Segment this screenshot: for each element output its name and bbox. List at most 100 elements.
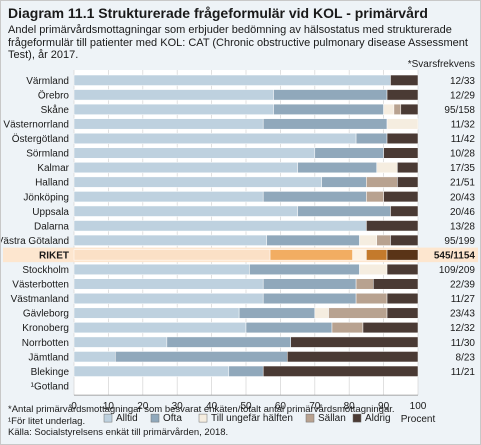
response-rate-value: 11/32 [451,120,476,131]
bar-segment [73,278,264,290]
bar-segment [373,278,419,290]
bar-segment [73,336,168,348]
bar-segment [355,132,388,144]
bar-segment [269,249,353,261]
legend-label: Sällan [318,413,346,424]
category-label: Jämtland [28,352,69,363]
category-label: RIKET [39,250,69,261]
bar-segment [393,103,402,115]
category-label: Kronoberg [22,323,69,334]
legend-label: Till ungefär hälften [211,413,293,424]
bar-segment [297,205,391,217]
bar-segment [262,365,419,377]
x-tick-label: 40 [206,401,218,412]
response-rate-value: 17/35 [450,163,475,174]
bar-segment [73,191,264,203]
response-rate-value: 109/209 [439,265,476,276]
legend-label: Alltid [116,413,138,424]
legend-swatch [305,413,315,423]
bar-segment [73,147,316,159]
bar-segment [386,132,419,144]
category-label: Gävleborg [23,309,69,320]
response-rate-value: 95/158 [444,105,475,116]
category-label: Västmanland [11,294,69,305]
bar-segment [386,249,419,261]
bar-segment [397,162,419,174]
bar-segment [314,307,329,319]
bar-segment [359,263,388,275]
bar-segment [386,307,419,319]
bar-segment [331,322,364,334]
bar-segment [73,293,264,305]
bar-segment [390,74,419,86]
bar-segment [73,162,298,174]
bar-segment [73,205,298,217]
bar-segment [297,162,377,174]
category-label: Västerbotten [12,280,69,291]
response-rate-value: 11/27 [451,294,476,305]
bar-segment [273,89,388,101]
bar-segment [73,176,322,188]
bar-segment [73,307,240,319]
category-label: Jönköping [23,192,69,203]
response-rate-value: 12/33 [450,76,475,87]
category-label: Kalmar [37,163,69,174]
response-rate-value: 12/32 [450,323,475,334]
bar-segment [314,147,384,159]
bar-segment [328,307,388,319]
bar-segment [73,351,116,363]
bar-segment [386,263,419,275]
bar-segment [366,191,384,203]
bar-segment [321,176,367,188]
bar-segment [383,191,419,203]
bar-segment [73,234,267,246]
x-tick-label: 50 [240,401,252,412]
bar-segment [73,89,274,101]
bar-segment [273,103,384,115]
response-rate-value: 95/199 [444,236,475,247]
response-rate-value: 545/1154 [434,250,476,261]
category-label: Norrbotten [22,338,69,349]
bar-segment [73,322,247,334]
x-tick-label: 100 [410,401,427,412]
response-rate-value: 13/28 [450,221,475,232]
bar-segment [73,263,250,275]
x-axis-label: Procent [401,414,436,425]
bar-segment [390,205,419,217]
category-label: Sörmland [26,149,69,160]
x-tick-label: 20 [137,401,149,412]
category-label: Stockholm [22,265,69,276]
response-rate-value: 22/39 [450,280,475,291]
x-tick-label: 0 [71,401,77,412]
bar-segment [376,162,398,174]
bar-segment [390,234,419,246]
response-rate-value: 20/43 [450,192,475,203]
bar-segment [238,307,316,319]
x-tick-label: 30 [172,401,184,412]
chart-subtitle: Andel primärvårdsmottagningar som erbjud… [8,24,468,61]
legend-swatch [150,413,160,423]
category-label: Västernorrland [3,120,69,131]
category-label: Blekinge [31,367,70,378]
bar-segment [73,103,274,115]
category-label: Uppsala [32,207,69,218]
response-rate-value: 23/43 [450,309,475,320]
x-tick-label: 90 [378,401,390,412]
bar-segment [73,220,367,232]
footnote-response-rate: *Antal primärvårdsmottagningar som besva… [8,404,395,415]
bar-segment [115,351,288,363]
legend-swatch [352,413,362,423]
footnote-small-sample: ¹För litet underlag. [8,415,86,427]
bar-segment [262,191,367,203]
bar-segment [73,132,357,144]
response-rate-value: 11/42 [451,134,476,145]
legend-swatch [198,413,208,423]
response-rate-header: *Svarsfrekvens [408,59,475,70]
bar-segment [262,118,388,130]
chart-footnotes: *Antal primärvårdsmottagningar som besva… [8,404,395,439]
bar-segment [376,234,391,246]
category-label: Östergötland [12,133,69,145]
bar-segment [397,176,419,188]
legend-label: Aldrig [365,413,391,424]
